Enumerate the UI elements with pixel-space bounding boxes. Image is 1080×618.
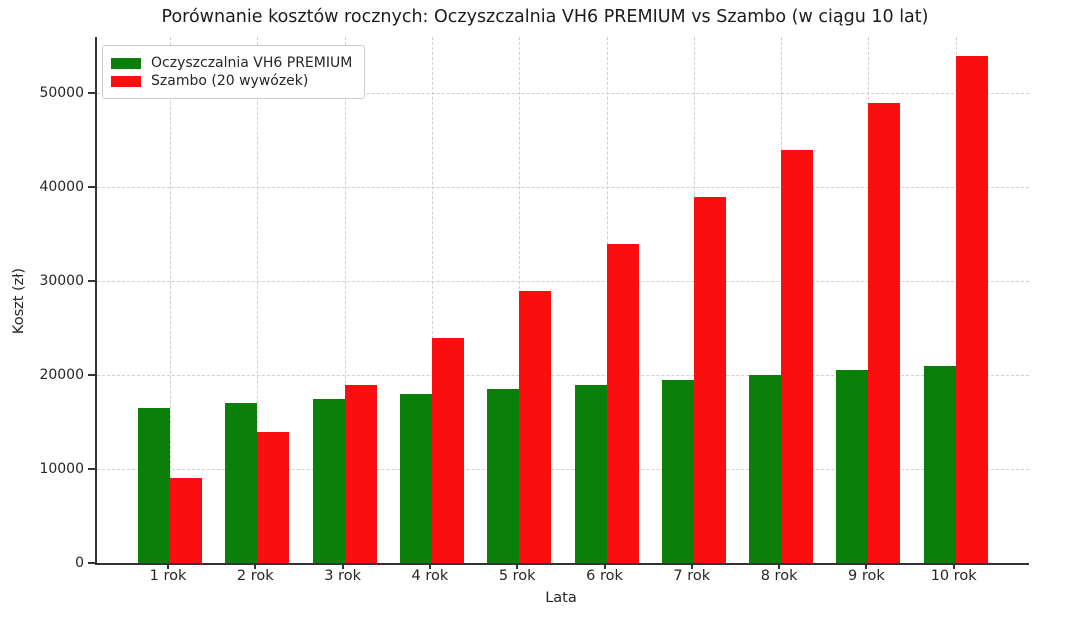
- gridline-horizontal: [97, 281, 1029, 283]
- bar-green: [574, 384, 607, 563]
- y-tick-label: 50000: [39, 85, 84, 102]
- chart-title: Porównanie kosztów rocznych: Oczyszczaln…: [161, 7, 929, 27]
- x-tick-label: 3 rok: [324, 568, 361, 584]
- y-tick-mark: [88, 280, 95, 283]
- x-tick-mark: [428, 563, 431, 569]
- y-tick-label: 30000: [39, 273, 84, 290]
- gridline-horizontal: [97, 187, 1029, 189]
- y-tick-mark: [88, 186, 95, 189]
- x-tick-label: 8 rok: [760, 568, 798, 584]
- y-tick-mark: [88, 468, 95, 471]
- x-tick-label: 10 rok: [930, 568, 977, 584]
- legend: Oczyszczalnia VH6 PREMIUM Szambo (20 wyw…: [102, 45, 366, 99]
- gridline-vertical: [344, 37, 346, 563]
- x-tick-mark: [603, 563, 606, 569]
- legend-swatch-green: [111, 57, 141, 69]
- bar-red: [170, 478, 202, 563]
- x-tick-label: 1 rok: [149, 568, 187, 584]
- y-tick-label: 20000: [39, 367, 84, 384]
- x-tick-label: 2 rok: [236, 568, 274, 584]
- bar-red: [344, 384, 377, 563]
- x-axis-label: Lata: [545, 590, 577, 606]
- plot-area: [95, 37, 1029, 565]
- bar-red: [431, 337, 464, 563]
- bar-red: [606, 243, 639, 563]
- x-tick-label: 7 rok: [673, 568, 711, 584]
- bar-green: [225, 403, 258, 563]
- x-tick-mark: [865, 563, 868, 569]
- x-tick-mark: [690, 563, 693, 569]
- bar-red: [781, 149, 814, 563]
- y-axis-label: Koszt (zł): [11, 267, 27, 335]
- y-tick-mark: [88, 562, 95, 564]
- bar-green: [923, 365, 956, 563]
- gridline-horizontal: [97, 469, 1029, 471]
- bar-green: [749, 375, 782, 563]
- gridline-vertical: [257, 37, 259, 563]
- bar-red: [257, 431, 290, 563]
- x-tick-label: 9 rok: [848, 568, 885, 584]
- gridline-horizontal: [97, 375, 1029, 377]
- bar-green: [661, 379, 694, 563]
- y-tick-mark: [88, 374, 95, 377]
- x-tick-mark: [341, 563, 344, 569]
- legend-label: Oczyszczalnia VH6 PREMIUM: [151, 55, 353, 71]
- bar-red: [519, 290, 552, 563]
- legend-swatch-red: [111, 75, 141, 87]
- x-tick-label: 5 rok: [498, 568, 536, 584]
- legend-label: Szambo (20 wywózek): [151, 73, 309, 89]
- x-tick-label: 6 rok: [586, 568, 623, 584]
- gridline-vertical: [431, 37, 433, 563]
- gridline-vertical: [170, 37, 171, 563]
- legend-item: Oczyszczalnia VH6 PREMIUM: [111, 55, 352, 71]
- bar-green: [399, 393, 432, 563]
- y-tick-label: 0: [75, 555, 84, 571]
- y-tick-label: 10000: [39, 461, 84, 478]
- x-tick-mark: [254, 563, 257, 569]
- legend-item: Szambo (20 wywózek): [111, 73, 352, 89]
- x-tick-label: 4 rok: [411, 568, 449, 584]
- bar-red: [868, 102, 901, 563]
- x-tick-mark: [952, 563, 955, 569]
- bar-green: [312, 398, 345, 563]
- x-tick-mark: [167, 563, 169, 569]
- bar-green: [836, 370, 869, 563]
- bar-green: [138, 408, 170, 563]
- x-tick-mark: [516, 563, 519, 569]
- bar-green: [487, 389, 520, 563]
- bar-red: [955, 55, 988, 563]
- x-tick-mark: [778, 563, 781, 569]
- bar-red: [693, 196, 726, 563]
- gridline-horizontal: [97, 93, 1029, 95]
- y-tick-label: 40000: [39, 179, 84, 196]
- y-tick-mark: [88, 92, 95, 95]
